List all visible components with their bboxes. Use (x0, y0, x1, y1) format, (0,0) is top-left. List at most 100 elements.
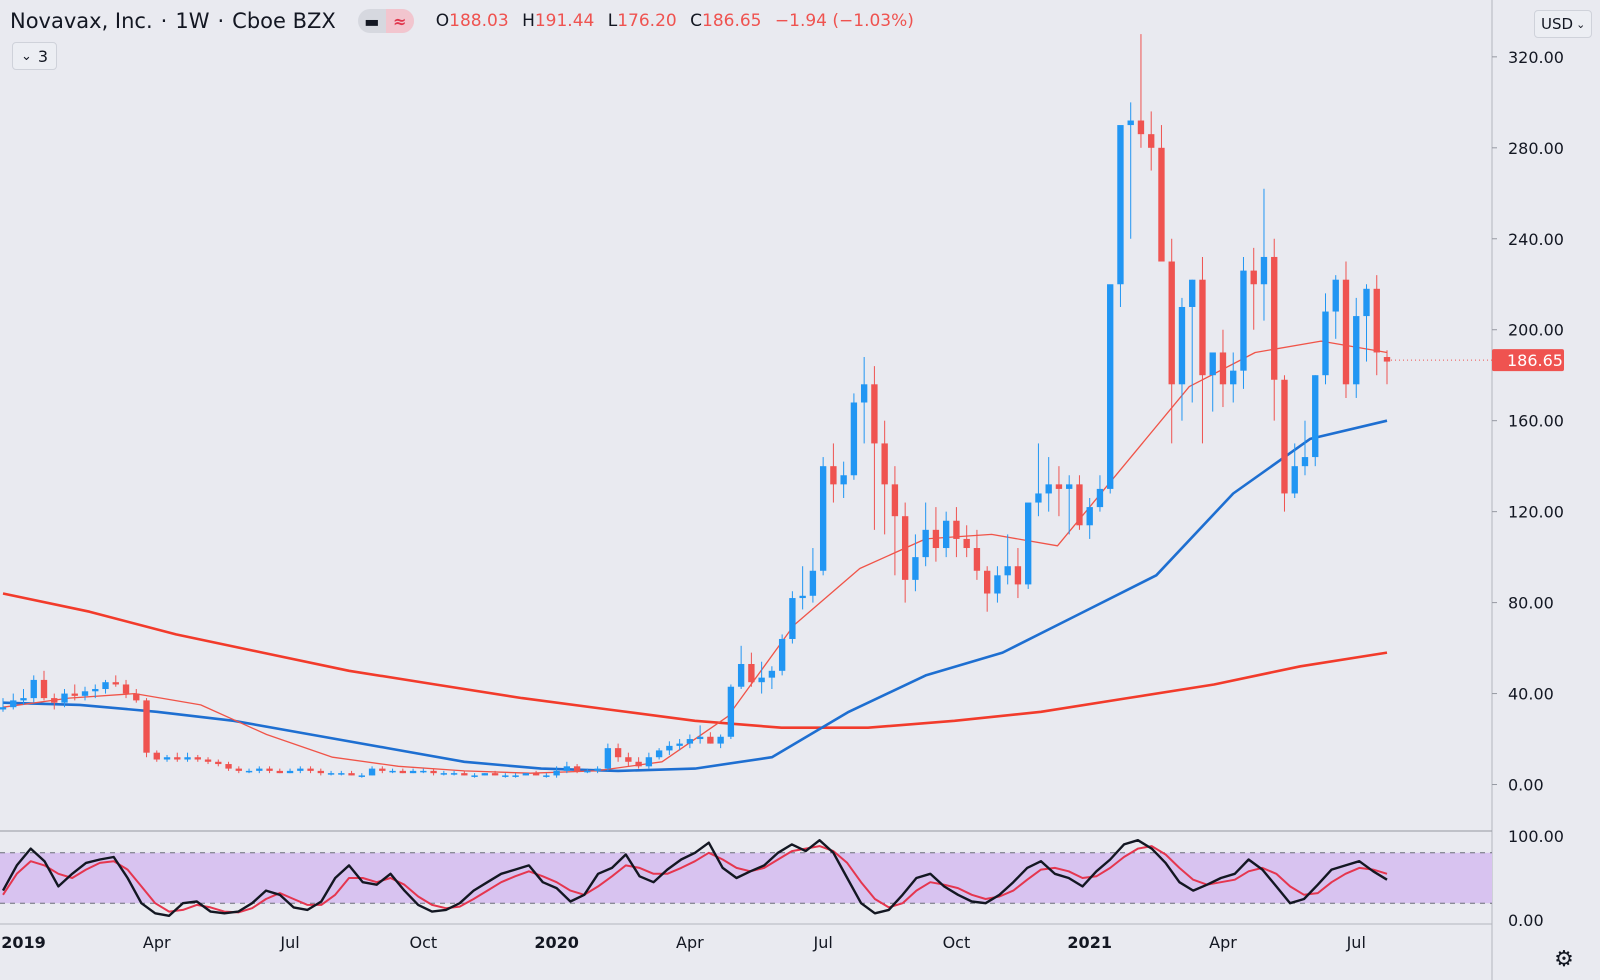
candle-body (225, 764, 232, 769)
candle (348, 770, 355, 776)
candle (1035, 443, 1042, 517)
candle-body (379, 768, 386, 771)
candle-body (1168, 261, 1175, 385)
candle-body (1312, 375, 1319, 458)
candle-body (635, 761, 642, 767)
candle-body (143, 700, 150, 753)
candle (912, 534, 919, 592)
candle (461, 770, 468, 776)
candle-body (1127, 120, 1134, 126)
series-toggle-badge[interactable]: ▬ ≈ (357, 9, 414, 33)
candle (758, 661, 765, 694)
candle (133, 689, 140, 703)
candle (10, 693, 17, 710)
candle (891, 466, 899, 576)
candle-body (163, 757, 171, 760)
candle-body (840, 475, 847, 485)
candle (502, 773, 509, 778)
candle (420, 768, 427, 774)
candle-body (655, 750, 663, 758)
candle (819, 457, 827, 576)
high-value: 191.44 (534, 11, 595, 31)
candle (1076, 475, 1083, 530)
price-tick-label: 160.00 (1508, 412, 1564, 431)
candle (215, 759, 222, 767)
high-label: H (522, 11, 535, 31)
candle-body (543, 775, 550, 777)
currency-button[interactable]: USD ⌄ (1534, 10, 1593, 38)
indicators-collapse-button[interactable]: ⌄ 3 (12, 42, 58, 70)
candle (1281, 375, 1288, 512)
candle-body (1025, 502, 1032, 585)
candle (286, 768, 294, 774)
low-label: L (607, 11, 618, 31)
close-label: C (690, 11, 702, 31)
candle (645, 752, 653, 769)
candle-body (502, 775, 509, 777)
price-tick-label: 320.00 (1508, 48, 1564, 67)
candle (727, 684, 735, 740)
minus-icon[interactable]: ▬ (364, 11, 380, 31)
candle (143, 698, 150, 758)
candle-body (30, 679, 37, 699)
candle-body (1076, 484, 1083, 526)
candle-body (471, 775, 478, 777)
candle (850, 393, 858, 480)
candle-body (122, 684, 130, 694)
candle-body (799, 595, 806, 599)
candle-body (1035, 493, 1042, 503)
candle-body (881, 443, 888, 485)
candle-body (40, 679, 48, 699)
gear-icon[interactable]: ⚙ (1554, 947, 1574, 972)
candle-body (133, 693, 140, 701)
candle (122, 679, 130, 699)
candle (543, 773, 550, 778)
time-tick-label: Jul (1346, 933, 1366, 952)
time-tick-label: Jul (279, 933, 299, 952)
candle-body (235, 768, 242, 771)
candle-body (748, 664, 755, 683)
close-value: 186.65 (702, 11, 762, 31)
candle (1301, 420, 1309, 476)
symbol-name[interactable]: Novavax, Inc. (10, 9, 153, 33)
currency-label: USD (1541, 15, 1574, 33)
candle (481, 773, 489, 776)
separator-dot: · (160, 9, 168, 33)
candle-body (276, 770, 283, 774)
candle-body (0, 707, 7, 710)
time-tick-label: Apr (143, 933, 171, 952)
candle-body (317, 770, 324, 774)
candle-body (92, 689, 99, 692)
stoch-tick-label: 0.00 (1508, 911, 1544, 930)
candle (942, 511, 950, 558)
candle (686, 734, 694, 749)
candle-body (399, 770, 407, 774)
candle (1291, 443, 1298, 498)
candle (522, 773, 530, 776)
candle (676, 739, 683, 751)
candle-body (1322, 311, 1329, 376)
interval-label[interactable]: 1W (175, 9, 210, 33)
candle-body (573, 766, 581, 771)
candle-body (1373, 288, 1380, 353)
candle-body (1045, 484, 1052, 494)
candle-body (1281, 379, 1288, 494)
candle-body (1332, 279, 1339, 312)
candle-body (717, 736, 724, 744)
candle-body (215, 761, 222, 765)
candle-body (1199, 279, 1206, 376)
price-tick-label: 280.00 (1508, 139, 1564, 158)
candle-body (1353, 316, 1360, 385)
candle (778, 634, 786, 676)
candle (1312, 375, 1319, 467)
exchange-label: Cboe BZX (232, 9, 336, 33)
ma-line-2 (2, 340, 1388, 774)
stoch-band (0, 852, 1492, 904)
price-tick-label: 200.00 (1508, 321, 1564, 340)
candle (922, 502, 929, 567)
candle (153, 750, 160, 762)
price-tick-label: 80.00 (1508, 594, 1554, 613)
candle-body (942, 520, 950, 549)
wave-icon[interactable]: ≈ (385, 9, 414, 33)
